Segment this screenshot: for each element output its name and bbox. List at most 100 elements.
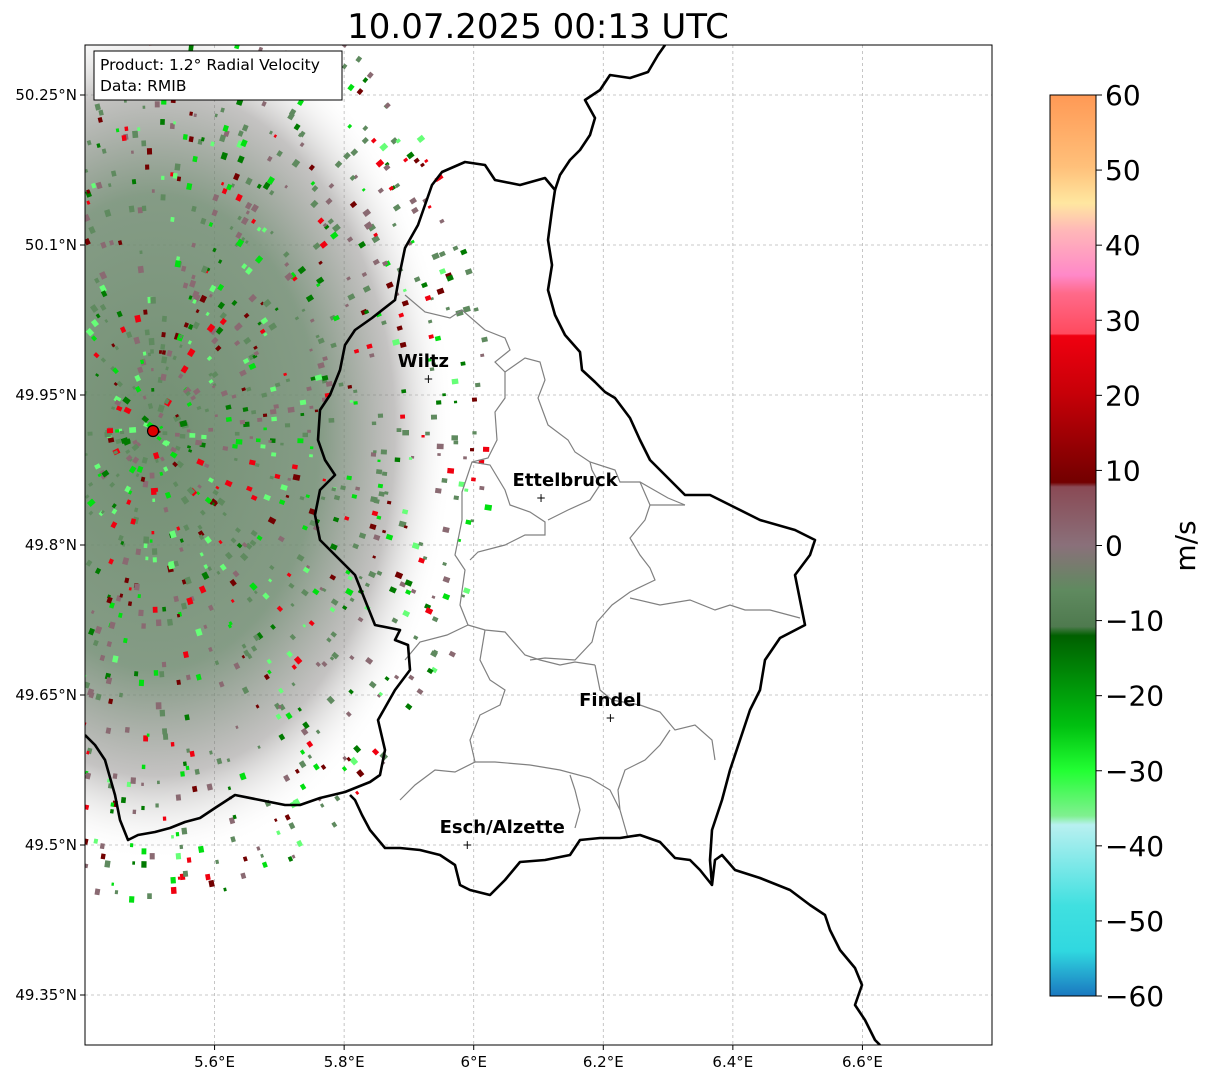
echo-pixel: [241, 236, 246, 242]
echo-pixel: [273, 134, 278, 139]
echo-pixel: [430, 650, 438, 658]
echo-pixel: [395, 138, 401, 144]
echo-pixel: [416, 688, 424, 695]
echo-pixel: [185, 390, 191, 397]
echo-pixel: [197, 845, 205, 854]
echo-pixel: [161, 661, 167, 668]
echo-pixel: [346, 756, 352, 762]
echo-pixel: [232, 814, 237, 820]
echo-pixel: [381, 320, 387, 326]
echo-pixel: [458, 481, 466, 488]
echo-pixel: [144, 329, 150, 336]
echo-pixel: [201, 434, 207, 440]
echo-pixel: [427, 358, 432, 362]
echo-pixel: [111, 882, 115, 886]
echo-pixel: [123, 406, 132, 415]
echo-pixel: [191, 290, 200, 299]
echo-pixel: [151, 189, 155, 193]
echo-pixel: [158, 350, 163, 354]
echo-pixel: [353, 348, 360, 354]
echo-pixel: [180, 771, 185, 777]
echo-pixel: [230, 598, 235, 603]
echo-pixel: [183, 524, 190, 532]
echo-pixel: [325, 380, 333, 387]
echo-pixel: [112, 655, 119, 663]
echo-pixel: [119, 593, 124, 598]
echo-pixel: [263, 427, 267, 431]
echo-pixel: [269, 386, 277, 393]
echo-pixel: [475, 382, 481, 388]
echo-pixel: [115, 438, 123, 445]
echo-pixel: [448, 650, 456, 658]
echo-pixel: [115, 128, 120, 133]
echo-pixel: [119, 430, 125, 435]
echo-pixel: [162, 606, 167, 612]
echo-pixel: [291, 158, 301, 168]
echo-pixel: [173, 595, 179, 603]
echo-pixel: [297, 707, 302, 712]
echo-pixel: [147, 893, 152, 899]
echo-pixel: [330, 598, 339, 606]
echo-pixel: [228, 621, 233, 626]
echo-pixel: [249, 539, 257, 547]
echo-pixel: [105, 727, 112, 734]
echo-pixel: [384, 676, 390, 682]
echo-pixel: [141, 415, 150, 423]
echo-pixel: [382, 260, 389, 267]
echo-pixel: [148, 337, 155, 346]
colorbar-label: m/s: [1169, 520, 1202, 571]
echo-pixel: [132, 809, 137, 815]
echo-pixel: [181, 827, 188, 835]
echo-pixel: [260, 853, 264, 858]
echo-pixel: [263, 332, 268, 337]
echo-pixel: [267, 516, 277, 525]
echo-pixel: [317, 362, 325, 369]
echo-pixel: [348, 689, 354, 695]
echo-pixel: [85, 559, 93, 567]
echo-pixel: [186, 401, 193, 407]
echo-pixel: [114, 890, 119, 895]
echo-pixel: [268, 578, 273, 583]
echo-pixel: [349, 597, 355, 603]
echo-pixel: [270, 624, 276, 630]
echo-pixel: [188, 295, 193, 300]
echo-pixel: [385, 533, 394, 541]
echo-pixel: [191, 242, 196, 248]
echo-pixel: [464, 488, 469, 492]
echo-pixel: [347, 123, 353, 129]
echo-pixel: [88, 691, 95, 699]
map-title: 10.07.2025 00:13 UTC: [347, 7, 729, 47]
echo-pixel: [315, 334, 320, 339]
echo-pixel: [86, 140, 92, 146]
echo-pixel: [111, 343, 116, 348]
echo-pixel: [289, 633, 296, 641]
echo-pixel: [312, 588, 320, 596]
echo-pixel: [198, 534, 205, 541]
country-borders: [85, 45, 881, 1045]
echo-pixel: [396, 428, 402, 432]
echo-pixel: [242, 407, 249, 412]
echo-pixel: [227, 623, 233, 629]
echo-pixel: [200, 265, 209, 274]
echo-pixel: [378, 491, 385, 497]
y-tick-label: 49.5°N: [25, 836, 77, 854]
echo-pixel: [299, 399, 307, 406]
echo-pixel: [438, 250, 446, 258]
echo-pixel: [413, 635, 419, 641]
echo-pixel: [368, 570, 377, 579]
colorbar-tick-label: −60: [1105, 980, 1164, 1013]
city-label: Ettelbruck: [513, 470, 619, 491]
echo-pixel: [340, 485, 346, 491]
echo-pixel: [379, 142, 389, 152]
city-marker-icon: +: [605, 711, 615, 725]
echo-pixel: [204, 535, 212, 544]
echo-pixel: [343, 152, 351, 160]
echo-pixel: [97, 473, 102, 478]
echo-pixel: [125, 454, 133, 462]
echo-pixel: [284, 423, 291, 428]
echo-pixel: [124, 485, 132, 493]
echo-pixel: [124, 726, 130, 733]
echo-pixel: [460, 361, 466, 366]
echo-pixel: [207, 477, 214, 483]
echo-pixel: [177, 876, 181, 880]
